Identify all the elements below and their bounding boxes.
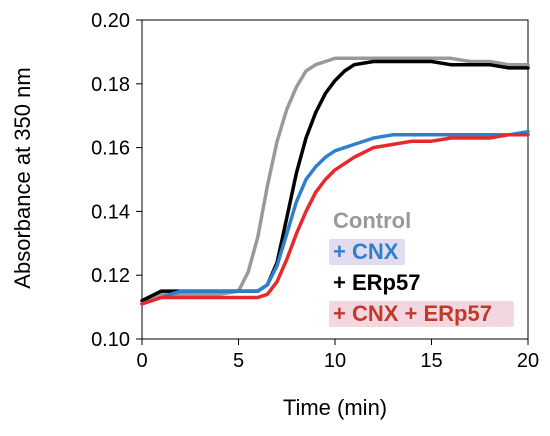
y-tick-label: 0.10 [91, 329, 130, 351]
series-layer [140, 56, 530, 306]
legend-highlight [329, 301, 514, 327]
legend: Control + CNX + ERp57 + CNX + ERp57 [329, 208, 514, 327]
y-axis: 0.10 0.12 0.14 0.16 0.18 0.20 [91, 10, 142, 351]
y-tick-label: 0.12 [91, 265, 130, 287]
legend-entry-cnx-erp57: + CNX + ERp57 [333, 301, 492, 326]
y-tick-label: 0.20 [91, 10, 130, 32]
legend-entry-cnx: + CNX [333, 239, 399, 264]
series-line-control [140, 56, 530, 306]
legend-entry-control: Control [333, 208, 411, 233]
x-tick-label: 20 [517, 350, 539, 372]
y-tick-label: 0.14 [91, 201, 130, 223]
legend-entry-erp57: + ERp57 [333, 270, 420, 295]
legend-highlight [329, 239, 405, 265]
y-tick-label: 0.16 [91, 138, 130, 160]
x-tick-label: 10 [324, 350, 346, 372]
x-tick-label: 0 [136, 350, 147, 372]
series-line-cnx [140, 129, 530, 306]
x-tick-label: 15 [420, 350, 442, 372]
x-tick-label: 5 [233, 350, 244, 372]
x-axis: 0 5 10 15 20 [136, 339, 539, 372]
y-axis-title: Absorbance at 350 nm [10, 67, 35, 288]
series-line-cnx-erp57 [140, 133, 530, 306]
x-axis-title: Time (min) [283, 395, 387, 420]
y-tick-label: 0.18 [91, 74, 130, 96]
